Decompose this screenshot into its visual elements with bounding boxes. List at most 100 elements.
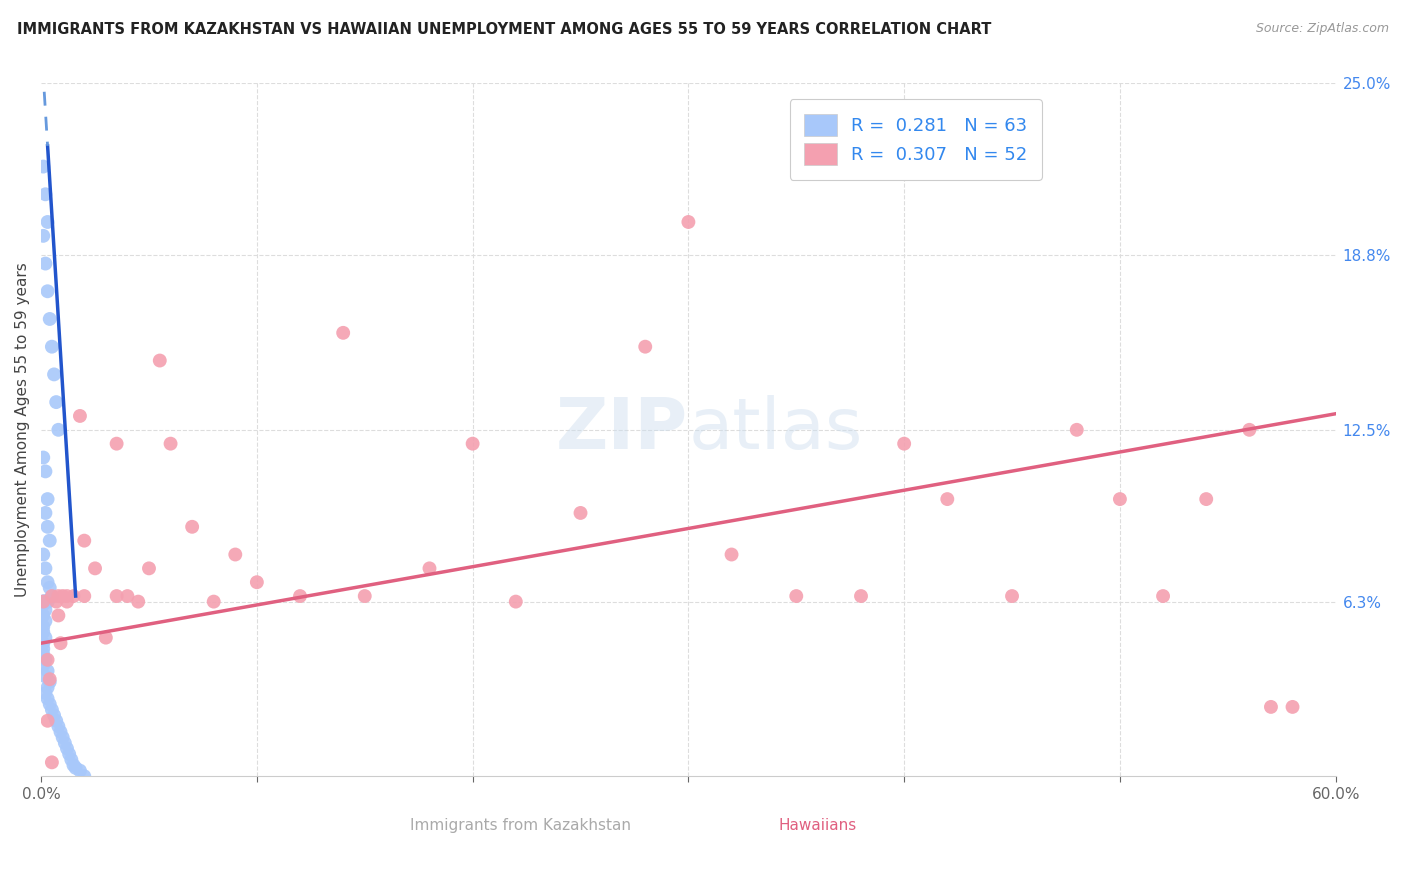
Point: [32, 594, 55, 608]
Point: [38, 581, 60, 595]
Point: [37, 520, 59, 534]
Point: [149, 353, 172, 368]
Point: [34, 187, 56, 202]
Point: [32, 548, 55, 562]
Point: [69, 764, 91, 778]
Point: [202, 594, 225, 608]
Point: [32, 658, 55, 673]
Point: [42, 368, 65, 382]
Point: [45, 395, 67, 409]
Point: [34, 653, 56, 667]
Point: [48, 589, 70, 603]
Point: [32, 619, 55, 633]
Point: [34, 631, 56, 645]
Point: [38, 312, 60, 326]
Point: [37, 492, 59, 507]
Point: [138, 561, 160, 575]
Point: [505, 594, 527, 608]
Point: [288, 589, 311, 603]
Point: [38, 533, 60, 548]
Point: [34, 594, 56, 608]
Point: [34, 603, 56, 617]
Point: [1066, 423, 1088, 437]
Point: [32, 450, 55, 465]
Point: [49, 636, 72, 650]
Point: [105, 436, 128, 450]
Point: [38, 697, 60, 711]
Point: [41, 340, 63, 354]
Point: [37, 653, 59, 667]
Point: [34, 614, 56, 628]
Point: [1109, 492, 1132, 507]
Point: [45, 594, 67, 608]
Text: IMMIGRANTS FROM KAZAKHSTAN VS HAWAIIAN UNEMPLOYMENT AMONG AGES 55 TO 59 YEARS CO: IMMIGRANTS FROM KAZAKHSTAN VS HAWAIIAN U…: [17, 22, 991, 37]
Point: [37, 714, 59, 728]
Point: [41, 756, 63, 770]
Point: [73, 769, 96, 783]
Point: [246, 575, 269, 590]
Point: [42, 708, 65, 723]
Point: [62, 589, 84, 603]
Point: [32, 228, 55, 243]
Point: [34, 669, 56, 683]
Point: [1001, 589, 1024, 603]
Point: [41, 589, 63, 603]
Point: [48, 719, 70, 733]
Point: [34, 464, 56, 478]
Point: [73, 533, 96, 548]
Point: [32, 625, 55, 640]
Point: [45, 714, 67, 728]
Point: [52, 731, 75, 745]
Point: [117, 589, 139, 603]
Point: [48, 608, 70, 623]
Text: ZIP: ZIP: [557, 395, 689, 465]
Point: [105, 589, 128, 603]
Point: [1152, 589, 1174, 603]
Legend: R =  0.281   N = 63, R =  0.307   N = 52: R = 0.281 N = 63, R = 0.307 N = 52: [790, 99, 1042, 179]
Point: [720, 548, 742, 562]
Point: [127, 594, 149, 608]
Point: [936, 492, 959, 507]
Point: [53, 736, 76, 750]
Point: [32, 647, 55, 661]
Point: [32, 598, 55, 612]
Point: [48, 423, 70, 437]
Point: [849, 589, 872, 603]
Point: [37, 664, 59, 678]
Point: [461, 436, 484, 450]
Text: atlas: atlas: [689, 395, 863, 465]
Point: [34, 686, 56, 700]
Y-axis label: Unemployment Among Ages 55 to 59 years: Unemployment Among Ages 55 to 59 years: [15, 262, 30, 597]
Point: [32, 594, 55, 608]
Point: [37, 575, 59, 590]
Point: [69, 409, 91, 423]
Point: [41, 703, 63, 717]
Point: [159, 436, 181, 450]
Point: [1281, 700, 1303, 714]
Point: [49, 724, 72, 739]
Point: [37, 285, 59, 299]
Point: [37, 594, 59, 608]
Point: [58, 747, 80, 761]
Point: [84, 561, 107, 575]
Point: [41, 589, 63, 603]
Point: [38, 672, 60, 686]
Point: [37, 691, 59, 706]
Point: [37, 681, 59, 695]
Text: Immigrants from Kazakhstan: Immigrants from Kazakhstan: [409, 818, 631, 833]
Point: [332, 326, 354, 340]
Point: [56, 741, 79, 756]
Point: [1195, 492, 1218, 507]
Point: [34, 594, 56, 608]
Point: [893, 436, 915, 450]
Point: [38, 675, 60, 690]
Text: Source: ZipAtlas.com: Source: ZipAtlas.com: [1256, 22, 1389, 36]
Point: [34, 561, 56, 575]
Point: [52, 589, 75, 603]
Point: [32, 160, 55, 174]
Point: [1260, 700, 1282, 714]
Point: [37, 215, 59, 229]
Point: [678, 215, 700, 229]
Point: [224, 548, 246, 562]
Point: [60, 753, 83, 767]
